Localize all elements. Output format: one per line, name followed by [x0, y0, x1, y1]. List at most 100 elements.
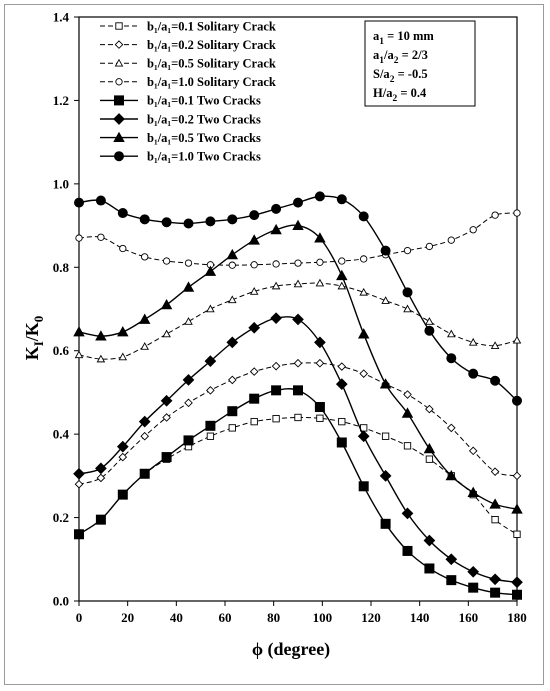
circle-marker	[490, 375, 501, 386]
circle-marker	[380, 245, 391, 256]
square-marker	[114, 95, 125, 106]
square-marker	[358, 481, 369, 492]
circle-marker	[292, 197, 303, 208]
diamond-marker	[403, 390, 412, 399]
y-tick-label: 0.8	[53, 260, 70, 275]
triangle-marker	[95, 330, 107, 341]
diamond-marker	[490, 467, 500, 477]
circle-marker	[95, 195, 106, 206]
square-marker	[117, 489, 128, 500]
square-marker	[381, 432, 390, 440]
circle-marker	[115, 78, 123, 86]
legend: b₁/a₁=0.1 Solitary Crack b₁/a₁=0.2 Solita…	[94, 19, 319, 164]
square-marker	[314, 402, 325, 413]
y-tick-label: 0.6	[53, 343, 70, 358]
diamond-marker	[423, 534, 436, 547]
x-tick-label: 60	[219, 610, 232, 625]
y-tick-label: 0.2	[53, 510, 69, 525]
square-marker	[513, 530, 521, 538]
triangle-marker	[114, 58, 124, 67]
diamond-marker	[96, 473, 106, 483]
circle-marker	[75, 234, 83, 242]
square-marker	[294, 413, 302, 422]
circle-marker	[271, 203, 282, 214]
triangle-marker	[336, 269, 348, 281]
triangle-marker	[117, 326, 129, 337]
diamond-marker	[357, 430, 370, 443]
square-marker	[446, 575, 457, 586]
circle-marker	[227, 214, 238, 225]
circle-marker	[117, 208, 128, 219]
diamond-marker	[160, 394, 173, 407]
diamond-marker	[270, 312, 282, 325]
square-marker	[139, 468, 150, 479]
annotation-line: a1 = 10 mm	[373, 29, 434, 47]
triangle-marker	[401, 407, 414, 418]
circle-marker	[294, 259, 302, 267]
diamond-marker	[140, 431, 150, 441]
diamond-marker	[184, 398, 193, 408]
data-series	[75, 209, 521, 269]
circle-marker	[316, 258, 324, 266]
circle-marker	[446, 353, 457, 364]
triangle-marker	[160, 298, 173, 310]
square-marker	[491, 516, 499, 524]
circle-marker	[141, 253, 149, 261]
triangle-marker	[468, 337, 478, 346]
triangle-marker	[403, 304, 412, 313]
diamond-marker	[248, 321, 261, 334]
square-marker	[95, 514, 106, 525]
diamond-marker	[446, 423, 456, 433]
triangle-marker	[359, 287, 368, 296]
y-tick-label: 0.4	[53, 427, 70, 442]
circle-marker	[249, 210, 260, 221]
circle-marker	[512, 395, 523, 406]
square-marker	[161, 452, 172, 463]
diamond-marker	[113, 113, 125, 125]
annotation-line: S/a2 = -0.5	[373, 67, 428, 85]
diamond-marker	[337, 362, 347, 371]
triangle-marker	[467, 486, 479, 497]
triangle-marker	[379, 378, 392, 389]
diamond-marker	[74, 479, 84, 489]
square-marker	[380, 518, 391, 529]
circle-marker	[250, 261, 258, 269]
square-marker	[336, 437, 347, 448]
diamond-marker	[73, 467, 85, 480]
circle-marker	[491, 211, 499, 219]
triangle-marker	[204, 265, 217, 276]
square-marker	[402, 545, 413, 556]
triangle-marker	[162, 329, 171, 338]
legend-label: b₁/a₁=0.5 Two Cracks	[147, 131, 261, 145]
triangle-marker	[447, 329, 456, 338]
diamond-marker	[511, 576, 523, 589]
legend-label: b₁/a₁=0.1 Two Cracks	[147, 94, 261, 108]
diamond-marker	[118, 452, 128, 462]
data-series	[74, 358, 522, 489]
triangle-marker	[445, 469, 458, 481]
diamond-marker	[206, 386, 215, 395]
legend-label: b₁/a₁=0.1 Solitary Crack	[147, 19, 276, 33]
square-marker	[424, 563, 435, 574]
triangle-marker	[381, 296, 390, 304]
data-series	[74, 385, 523, 600]
diamond-marker	[271, 361, 281, 371]
circle-marker	[314, 191, 325, 202]
circle-marker	[513, 209, 521, 217]
triangle-marker	[292, 219, 304, 231]
diamond-marker	[359, 369, 369, 378]
square-marker	[272, 415, 280, 423]
diamond-marker	[293, 358, 303, 368]
triangle-marker	[511, 503, 523, 514]
x-tick-label: 120	[361, 610, 381, 625]
square-marker	[338, 417, 346, 426]
x-tick-label: 100	[313, 610, 333, 625]
circle-marker	[205, 216, 216, 227]
circle-marker	[272, 260, 280, 268]
square-marker	[205, 420, 216, 431]
triangle-marker	[182, 281, 195, 292]
square-marker	[249, 393, 260, 404]
circle-marker	[403, 246, 412, 255]
